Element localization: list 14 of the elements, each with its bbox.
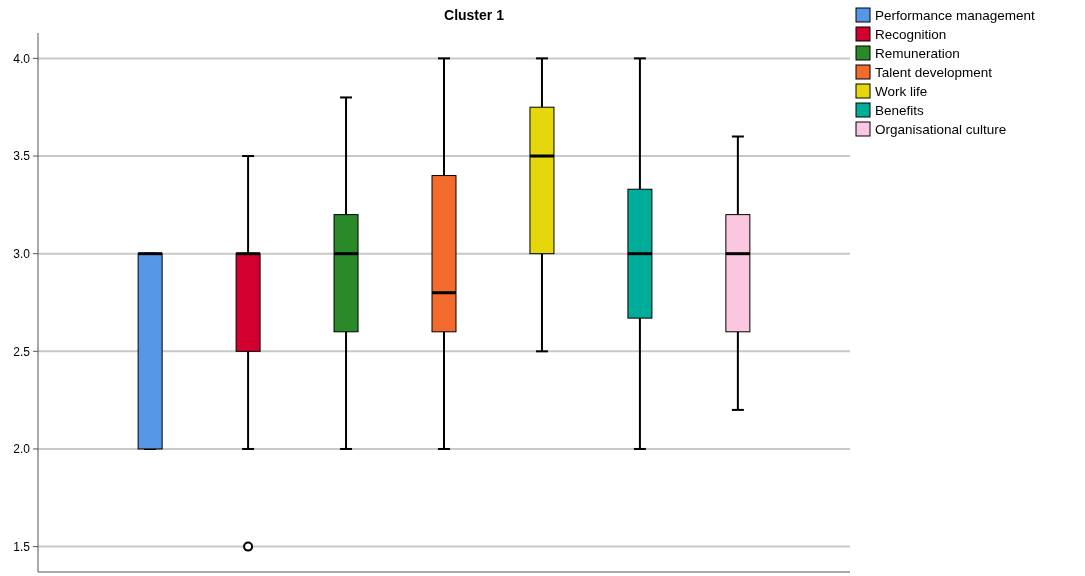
legend-label: Benefits (875, 103, 925, 118)
y-tick-label: 3.5 (13, 149, 31, 164)
legend-label: Talent development (875, 65, 993, 80)
legend-label: Recognition (875, 27, 947, 42)
y-tick-label: 1.5 (13, 539, 31, 554)
legend-label: Remuneration (875, 46, 960, 61)
y-tick-label: 4.0 (13, 51, 31, 66)
y-tick-label: 2.0 (13, 442, 31, 457)
legend-label: Work life (875, 84, 928, 99)
chart-title: Cluster 1 (444, 7, 505, 23)
legend-label: Organisational culture (875, 122, 1007, 137)
y-tick-label: 2.5 (13, 344, 31, 359)
legend-label: Performance management (875, 8, 1036, 23)
y-tick-label: 3.0 (13, 246, 31, 261)
